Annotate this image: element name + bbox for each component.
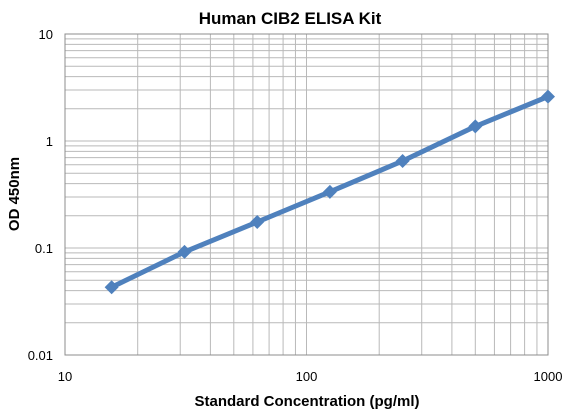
y-tick-label-0.01: 0.01 [28, 348, 53, 363]
y-tick-label-0.1: 0.1 [35, 241, 53, 256]
data-point-marker [395, 154, 410, 169]
data-point-marker [104, 280, 119, 295]
x-tick-label-10: 10 [58, 369, 72, 384]
y-tick-label-1: 1 [46, 134, 53, 149]
y-axis-label: OD 450nm [6, 157, 23, 231]
x-tick-label-1000: 1000 [534, 369, 563, 384]
x-axis-label: Standard Concentration (pg/ml) [195, 393, 420, 410]
x-axis-ticks: 10 100 1000 [58, 369, 563, 384]
grid-lines [65, 34, 548, 355]
plot-area-frame [64, 33, 549, 356]
data-point-marker [541, 89, 555, 104]
data-point-marker [322, 184, 337, 199]
chart-title: Human CIB2 ELISA Kit [199, 9, 382, 28]
data-point-marker [250, 214, 265, 229]
data-point-marker [177, 244, 192, 259]
x-tick-label-100: 100 [296, 369, 318, 384]
y-axis-ticks: 10 1 0.1 0.01 [28, 27, 53, 363]
data-point-marker [468, 119, 483, 134]
y-tick-label-10: 10 [39, 27, 53, 42]
series-markers [104, 89, 555, 295]
